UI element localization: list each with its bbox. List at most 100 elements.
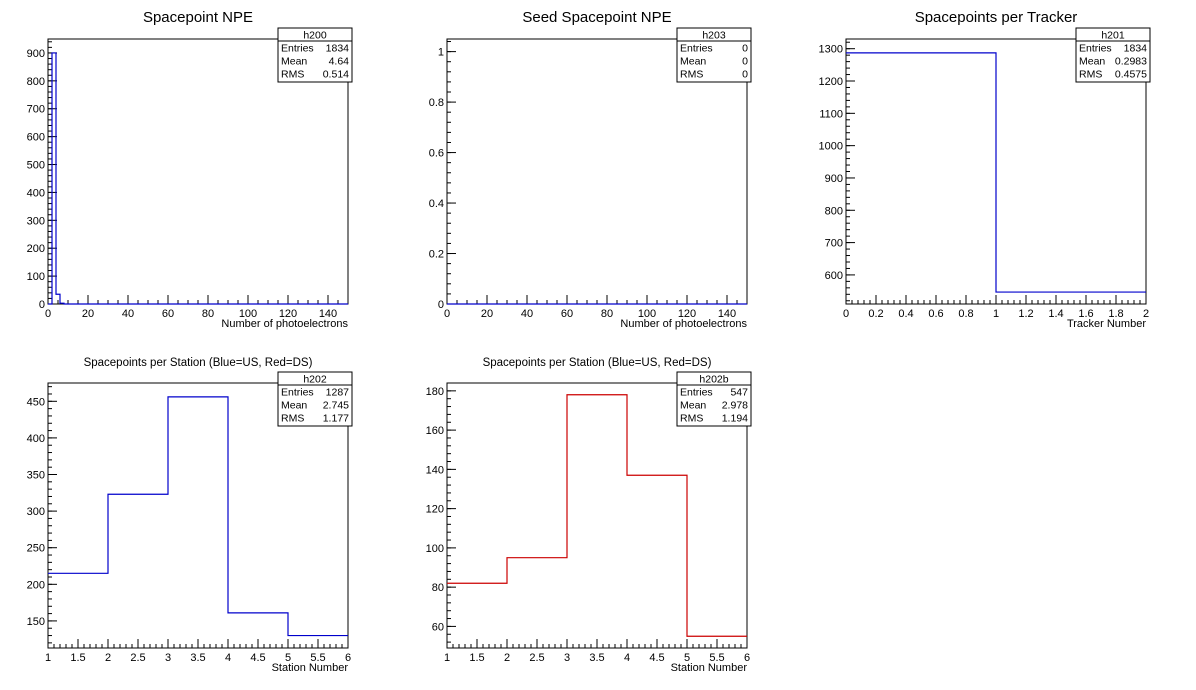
x-tick-label: 5 [684, 652, 690, 664]
stats-box-frame [277, 27, 353, 83]
y-tick-label: 160 [426, 425, 444, 437]
histogram-panel-4: Spacepoints per Station (Blue=US, Red=DS… [27, 357, 353, 674]
x-tick-label: 0 [843, 308, 849, 320]
x-tick-label: 1 [993, 308, 999, 320]
y-tick-label: 200 [27, 579, 45, 591]
x-tick-label: 80 [202, 308, 214, 320]
histogram-panel-1: Spacepoint NPE 0 20 40 60 80 100 120 140 0 100 200 3… [27, 9, 353, 330]
stats-label: Entries [281, 43, 314, 55]
chart-title: Spacepoints per Station (Blue=US, Red=DS… [483, 357, 712, 369]
stats-box-frame [1075, 27, 1151, 83]
stats-value: 4.64 [329, 56, 350, 68]
x-tick-label: 5.5 [709, 652, 724, 664]
y-tick-label: 150 [27, 616, 45, 628]
x-tick-label: 20 [481, 308, 493, 320]
x-tick-label: 1.5 [70, 652, 85, 664]
histogram-bin [60, 303, 64, 304]
histogram-bin [846, 53, 996, 304]
x-tick-label: 1 [444, 652, 450, 664]
y-tick-label: 100 [27, 271, 45, 283]
y-tick-label: 60 [432, 621, 444, 633]
x-tick-label: 60 [162, 308, 174, 320]
histogram-bin [507, 558, 567, 648]
chart-title: Seed Spacepoint NPE [522, 9, 671, 26]
x-tick-label: 2.5 [529, 652, 544, 664]
histogram-panel-5: Spacepoints per Station (Blue=US, Red=DS… [426, 357, 752, 674]
x-tick-label: 140 [319, 308, 337, 320]
y-tick-label: 200 [27, 243, 45, 255]
y-tick-label: 600 [27, 132, 45, 144]
stats-label: Entries [680, 43, 713, 55]
y-tick-label: 700 [27, 104, 45, 116]
histogram-bin [627, 475, 687, 648]
stats-box-name: h202b [699, 374, 728, 386]
y-tick-label: 1100 [819, 108, 843, 120]
stats-label: Mean [680, 56, 706, 68]
x-axis-title: Station Number [272, 662, 349, 674]
x-tick-label: 1.6 [1078, 308, 1093, 320]
x-tick-label: 20 [82, 308, 94, 320]
stats-label: Entries [680, 387, 713, 399]
x-axis-title: Tracker Number [1067, 318, 1146, 330]
stats-label: RMS [680, 69, 703, 81]
x-tick-label: 2.5 [130, 652, 145, 664]
stats-label: Entries [281, 387, 314, 399]
y-tick-label: 700 [825, 238, 843, 250]
stats-value: 0 [742, 56, 748, 68]
chart-title: Spacepoints per Tracker [915, 9, 1078, 26]
y-tick-label: 350 [27, 470, 45, 482]
x-tick-label: 1.2 [1018, 308, 1033, 320]
stats-value: 0.514 [323, 69, 349, 81]
y-tick-label: 300 [27, 506, 45, 518]
histogram-bin [228, 613, 288, 648]
histogram-bin [447, 583, 507, 648]
stats-box-frame [277, 371, 353, 427]
y-tick-label: 250 [27, 543, 45, 555]
histogram-line [48, 52, 348, 305]
x-axis-title: Number of photoelectrons [221, 318, 348, 330]
stats-label: RMS [680, 413, 703, 425]
x-tick-label: 6 [345, 652, 351, 664]
y-tick-label: 450 [27, 396, 45, 408]
histogram-panel-3: Spacepoints per Tracker 0 0.2 0.4 0.6 0.8 1 1.2… [819, 9, 1151, 330]
y-tick-label: 1 [438, 47, 444, 59]
y-tick-label: 120 [426, 504, 444, 516]
histogram-bin [52, 53, 56, 304]
y-tick-label: 300 [27, 215, 45, 227]
stats-value: 0 [742, 43, 748, 55]
x-tick-label: 120 [678, 308, 696, 320]
stats-value: 1287 [326, 387, 350, 399]
y-tick-label: 0.2 [429, 249, 444, 261]
x-tick-label: 4 [624, 652, 630, 664]
y-tick-label: 600 [825, 270, 843, 282]
y-tick-label: 0.6 [429, 148, 444, 160]
histogram-bin [168, 397, 228, 648]
x-tick-label: 3.5 [190, 652, 205, 664]
x-tick-label: 0.2 [868, 308, 883, 320]
stats-box-name: h202 [303, 374, 327, 386]
stats-value: 1834 [1124, 43, 1148, 55]
histogram-line [846, 52, 1146, 293]
y-tick-label: 80 [432, 582, 444, 594]
stats-box-frame [676, 27, 752, 83]
histogram-line [48, 396, 348, 637]
x-tick-label: 140 [718, 308, 736, 320]
stats-value: 0.2983 [1115, 56, 1147, 68]
x-tick-label: 100 [638, 308, 656, 320]
stats-label: Mean [1079, 56, 1105, 68]
stats-label: RMS [1079, 69, 1102, 81]
x-tick-label: 0 [444, 308, 450, 320]
y-tick-label: 900 [27, 48, 45, 60]
histogram-line [447, 394, 747, 637]
y-tick-label: 0.4 [429, 198, 444, 210]
x-tick-label: 120 [279, 308, 297, 320]
x-tick-label: 0.4 [898, 308, 913, 320]
x-tick-label: 40 [521, 308, 533, 320]
y-tick-label: 140 [426, 464, 444, 476]
stats-box-name: h201 [1101, 30, 1125, 42]
stats-value: 0.4575 [1115, 69, 1147, 81]
x-tick-label: 1.8 [1108, 308, 1123, 320]
